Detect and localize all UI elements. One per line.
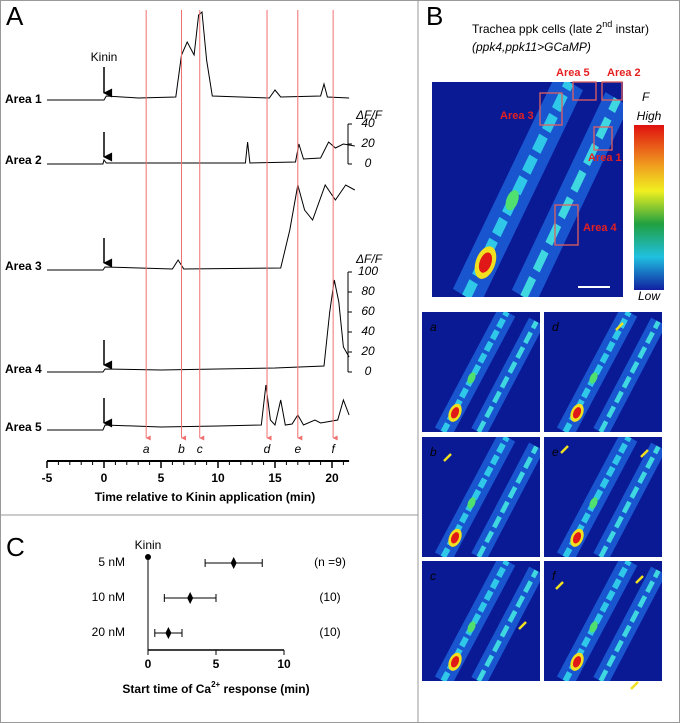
point <box>165 627 172 639</box>
region-boxes <box>539 81 623 246</box>
label-part: 2+ <box>211 680 220 689</box>
x-axis-label: Time relative to Kinin application (min) <box>95 490 315 504</box>
arrow <box>555 581 564 590</box>
trace <box>47 279 350 373</box>
x-tick-label: -5 <box>42 471 53 485</box>
x-tick-label: 20 <box>325 471 339 485</box>
event-label: c <box>197 442 203 456</box>
label-part: response (min) <box>220 682 309 696</box>
trace-label: Area 5 <box>5 420 42 434</box>
scale-tick-label: 40 <box>361 324 375 338</box>
panel-label: B <box>426 1 443 31</box>
scale-label: ΔF/F <box>355 108 383 122</box>
point <box>187 592 194 604</box>
scale-tick-label: 60 <box>361 304 375 318</box>
region-label: Area 4 <box>583 222 618 234</box>
scale-tick-label: 20 <box>360 344 375 358</box>
b-subtitle: (ppk4,ppk11>GCaMP) <box>472 40 591 54</box>
trace-label: Area 1 <box>5 92 42 106</box>
colorbar-low: Low <box>638 289 661 303</box>
trace <box>47 384 350 431</box>
scale-tick-label: 40 <box>361 116 375 130</box>
x-tick-label: 10 <box>211 471 225 485</box>
region-label: Area 2 <box>607 67 641 79</box>
scale-tick-label: 20 <box>360 136 375 150</box>
frame-label: c <box>430 569 436 583</box>
arrow <box>640 449 649 458</box>
event-label: b <box>178 442 185 456</box>
scale-label: ΔF/F <box>355 252 383 266</box>
colorbar-high: High <box>637 109 662 123</box>
trace <box>47 183 356 271</box>
category-label: 5 nM <box>98 555 125 569</box>
trace-label: Area 2 <box>5 153 42 167</box>
frame-label: f <box>552 569 557 583</box>
annotation: Kinin <box>91 50 118 64</box>
region-label: Area 3 <box>500 110 534 122</box>
x-tick-label: 0 <box>145 657 152 671</box>
scale-tick-label: 80 <box>361 284 375 298</box>
arrow <box>630 681 639 690</box>
arrow <box>560 445 569 454</box>
trace-label: Area 3 <box>5 259 42 273</box>
frame-label: a <box>430 320 437 334</box>
region-label: Area 1 <box>588 152 622 164</box>
trace <box>47 10 350 101</box>
event-label: e <box>294 442 301 456</box>
calcium-frame <box>422 312 540 432</box>
scale-tick-label: 0 <box>365 156 372 170</box>
region-label: Area 5 <box>556 67 590 79</box>
x-tick-label: 10 <box>277 657 291 671</box>
x-tick-label: 0 <box>101 471 108 485</box>
panel-label: C <box>6 532 25 562</box>
category-label: 20 nM <box>92 625 125 639</box>
panel-label: A <box>6 1 24 31</box>
calcium-frame <box>544 561 662 681</box>
arrow <box>635 575 644 584</box>
calcium-frame <box>422 437 540 557</box>
annotation: Kinin <box>135 538 162 552</box>
x-tick-label: 5 <box>158 471 165 485</box>
event-label: d <box>264 442 271 456</box>
n-label: (10) <box>319 625 340 639</box>
frame-label: b <box>430 445 437 459</box>
colorbar-label: F <box>642 90 650 104</box>
trace <box>47 141 355 165</box>
calcium-frame <box>422 561 540 681</box>
category-label: 10 nM <box>92 590 125 604</box>
event-label: a <box>143 442 150 456</box>
frame-label: e <box>552 445 559 459</box>
colorbar <box>634 125 664 290</box>
arrow <box>518 621 527 630</box>
frame-label: d <box>552 320 559 334</box>
n-label: (n =9) <box>314 555 346 569</box>
calcium-frame <box>544 312 662 432</box>
x-tick-label: 5 <box>213 657 220 671</box>
arrow <box>615 322 624 331</box>
trace-label: Area 4 <box>5 362 42 376</box>
arrow <box>443 453 452 462</box>
label-part: Start time of Ca <box>122 682 211 696</box>
scale-tick-label: 0 <box>365 364 372 378</box>
scale-tick-label: 100 <box>358 264 378 278</box>
x-tick-label: 15 <box>268 471 282 485</box>
x-axis-label: Start time of Ca2+ response (min) <box>122 680 309 696</box>
point <box>230 557 237 569</box>
event-label: f <box>331 442 336 456</box>
b-title: Trachea ppk cells (late 2nd instar) <box>472 19 649 36</box>
n-label: (10) <box>319 590 340 604</box>
